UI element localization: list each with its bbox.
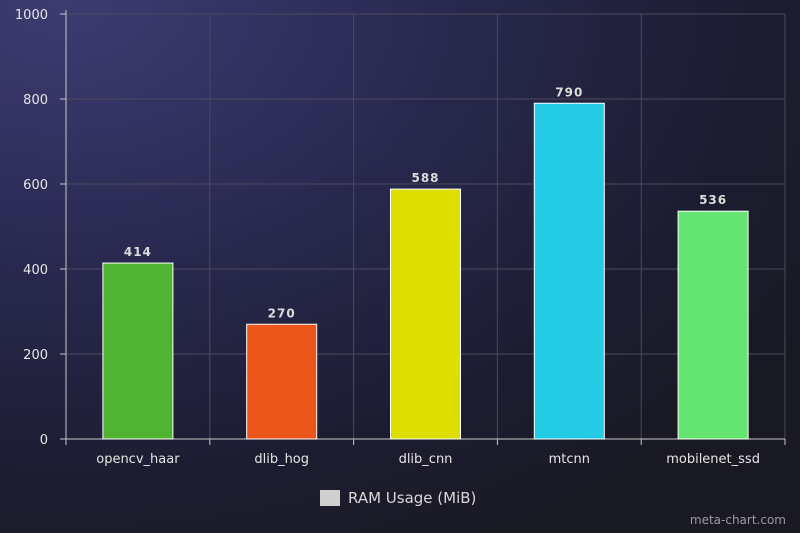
y-tick-label: 1000 <box>15 8 48 23</box>
bar <box>102 262 174 440</box>
x-tick-label: mobilenet_ssd <box>666 452 760 467</box>
bar <box>533 102 605 440</box>
x-tick-label: dlib_hog <box>254 452 309 467</box>
y-tick-label: 600 <box>23 178 48 193</box>
x-tick-label: mtcnn <box>549 452 590 467</box>
legend[interactable]: RAM Usage (MiB) <box>320 488 476 508</box>
data-label: 790 <box>555 85 583 99</box>
x-tick-label: dlib_cnn <box>399 452 453 467</box>
data-label: 588 <box>411 171 439 185</box>
bar <box>390 188 461 440</box>
bar <box>677 210 749 440</box>
y-tick-label: 200 <box>23 348 48 363</box>
y-tick-label: 400 <box>23 263 48 278</box>
y-tick-label: 800 <box>23 93 48 108</box>
watermark: meta-chart.com <box>689 513 786 527</box>
data-label: 270 <box>268 306 296 320</box>
bar <box>246 323 318 440</box>
data-label: 536 <box>699 193 727 207</box>
x-tick-label: opencv_haar <box>96 452 180 467</box>
legend-label: RAM Usage (MiB) <box>348 489 477 507</box>
legend-swatch <box>320 490 340 506</box>
y-tick-label: 0 <box>40 433 48 448</box>
data-label: 414 <box>124 245 152 259</box>
